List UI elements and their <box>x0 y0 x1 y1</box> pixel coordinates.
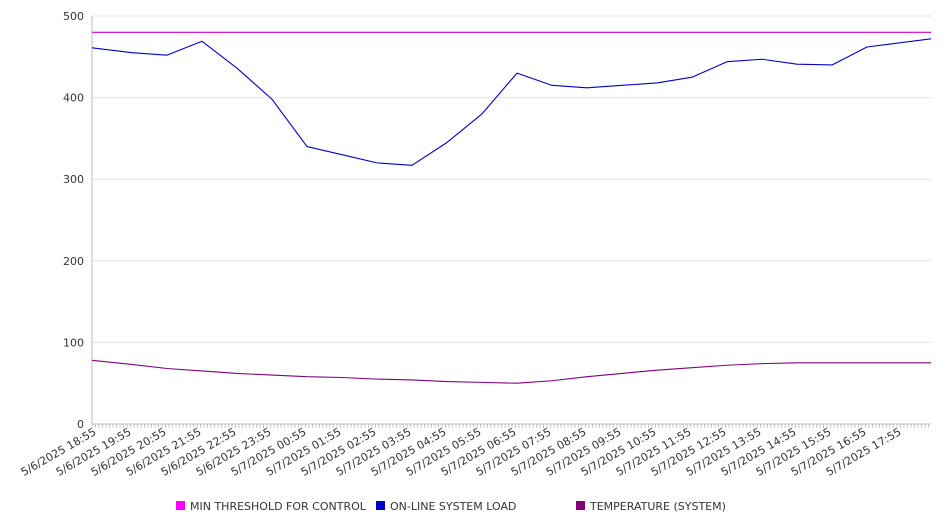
y-tick-label: 500 <box>63 10 84 23</box>
legend-item-1[interactable]: ON-LINE SYSTEM LOAD <box>376 500 516 513</box>
legend-swatch <box>576 501 585 510</box>
legend-item-2[interactable]: TEMPERATURE (SYSTEM) <box>576 500 726 513</box>
y-tick-label: 100 <box>63 336 84 349</box>
legend-label: TEMPERATURE (SYSTEM) <box>589 500 726 513</box>
series-line-1 <box>91 38 932 166</box>
series-line-2 <box>91 359 931 384</box>
legend[interactable]: MIN THRESHOLD FOR CONTROL ON-LINE SYSTEM … <box>176 500 726 513</box>
y-tick-labels: 0 100 200 300 400 500 <box>63 10 84 431</box>
y-tick-label: 300 <box>63 173 84 186</box>
legend-swatch <box>376 501 385 510</box>
series-layer <box>91 31 932 384</box>
grid-layer <box>92 15 931 343</box>
axis-layer <box>91 16 931 428</box>
legend-item-0[interactable]: MIN THRESHOLD FOR CONTROL <box>176 500 367 513</box>
legend-swatch <box>176 501 185 510</box>
y-tick-label: 0 <box>77 418 84 431</box>
legend-label: MIN THRESHOLD FOR CONTROL <box>190 500 367 513</box>
x-tick-labels: 5/6/2025 18:555/6/2025 19:555/6/2025 20:… <box>19 425 904 479</box>
y-tick-label: 200 <box>63 255 84 268</box>
y-tick-label: 400 <box>63 92 84 105</box>
legend-label: ON-LINE SYSTEM LOAD <box>390 500 516 513</box>
